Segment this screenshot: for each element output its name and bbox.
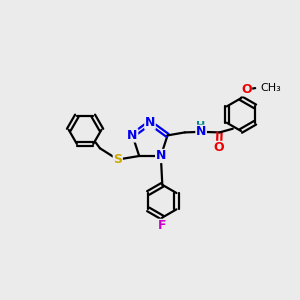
Text: N: N — [196, 125, 206, 138]
Text: CH₃: CH₃ — [261, 83, 281, 93]
Text: S: S — [113, 153, 122, 166]
Text: N: N — [145, 116, 155, 129]
Text: N: N — [156, 149, 166, 163]
Text: H: H — [196, 121, 206, 131]
Text: O: O — [214, 141, 224, 154]
Text: O: O — [241, 83, 252, 96]
Text: N: N — [127, 129, 138, 142]
Text: F: F — [158, 219, 166, 232]
